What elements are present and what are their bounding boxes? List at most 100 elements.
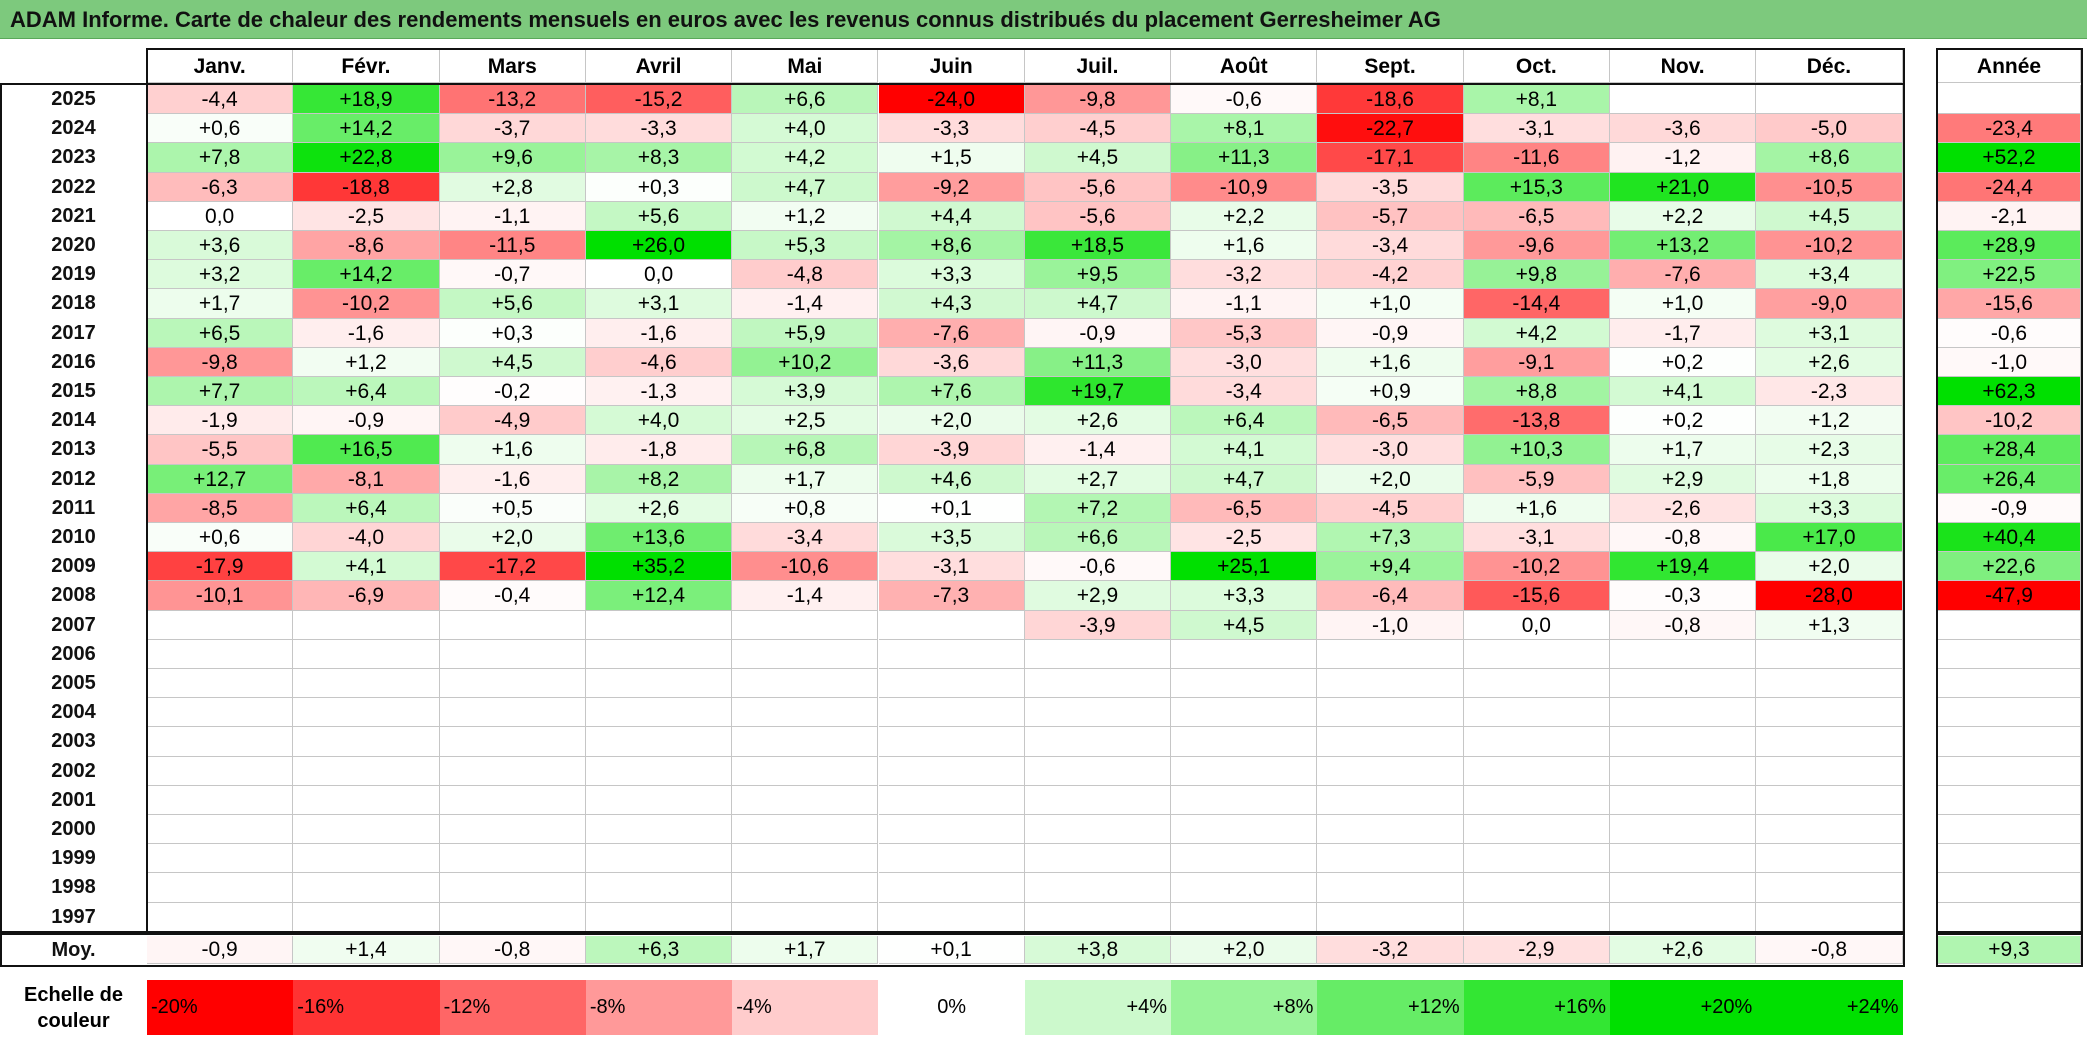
average-label: Moy. <box>51 939 96 961</box>
month-header: Nov. <box>1610 50 1757 83</box>
heatmap-cell <box>732 873 879 903</box>
heatmap-cell <box>1610 756 1757 786</box>
heatmap-cell <box>1610 727 1757 757</box>
heatmap-cell <box>439 756 586 786</box>
year-column-header: Année <box>1938 50 2081 83</box>
heatmap-cell: -24,0 <box>878 85 1025 115</box>
heatmap-cell <box>1171 639 1318 669</box>
annual-cell <box>1938 785 2081 815</box>
heatmap-cell: -15,6 <box>1463 581 1610 611</box>
color-scale-swatch: +4% <box>1024 980 1172 1035</box>
color-scale-swatch: -4% <box>732 980 879 1035</box>
average-annual-cell: +9,3 <box>1938 936 2081 964</box>
month-header: Mars <box>439 50 586 83</box>
heatmap-cell: -3,9 <box>878 435 1025 465</box>
heatmap-cell: +6,4 <box>293 493 440 523</box>
heatmap-cell: +10,2 <box>732 347 879 377</box>
heatmap-cell: -1,0 <box>1317 610 1464 640</box>
heatmap-cell: +2,0 <box>1317 464 1464 494</box>
heatmap-cell: +4,1 <box>1610 377 1757 407</box>
heatmap-cell <box>585 669 733 699</box>
annual-cell: -23,4 <box>1938 114 2081 144</box>
heatmap-cell <box>585 639 733 669</box>
heatmap-cell <box>732 815 879 845</box>
year-label: 2006 <box>51 642 96 665</box>
heatmap-cell: +1,3 <box>1756 610 1903 640</box>
heatmap-cell <box>147 785 294 815</box>
heatmap-cell <box>147 639 294 669</box>
heatmap-cell: -1,6 <box>293 318 440 348</box>
heatmap-cell <box>1610 698 1757 728</box>
heatmap-cell <box>1610 902 1757 932</box>
heatmap-cell: -7,6 <box>878 318 1025 348</box>
heatmap-cell: -1,4 <box>732 581 879 611</box>
month-header: Sept. <box>1317 50 1464 83</box>
heatmap-cell: -3,1 <box>1463 114 1610 144</box>
year-label: 2014 <box>51 409 96 432</box>
heatmap-cell <box>1756 756 1903 786</box>
annual-cell: +40,4 <box>1938 523 2081 553</box>
heatmap-cell: +0,6 <box>147 523 294 553</box>
heatmap-cell <box>147 669 294 699</box>
annual-cell <box>1938 873 2081 903</box>
heatmap-cell: -4,2 <box>1317 260 1464 290</box>
heatmap-cell <box>293 610 440 640</box>
heatmap-cell: +3,9 <box>732 377 879 407</box>
heatmap-cell: +4,4 <box>878 201 1025 231</box>
heatmap-cell: +4,5 <box>439 347 586 377</box>
average-cell: +2,0 <box>1171 936 1318 964</box>
heatmap-cell: -5,5 <box>147 435 294 465</box>
heatmap-cell: +9,4 <box>1317 552 1464 582</box>
heatmap-cell: +0,3 <box>585 172 733 202</box>
heatmap-cell: +3,2 <box>147 260 294 290</box>
year-label: 2016 <box>51 350 96 373</box>
heatmap-cell: 0,0 <box>147 201 294 231</box>
color-scale-swatch: 0% <box>878 980 1025 1035</box>
heatmap-cell <box>1317 902 1464 932</box>
year-label: 2020 <box>51 234 96 256</box>
heatmap-cell <box>1024 698 1172 728</box>
heatmap-cell <box>1610 85 1757 115</box>
annual-cell <box>1938 756 2081 786</box>
heatmap-cell: +12,4 <box>585 581 733 611</box>
heatmap-cell <box>1317 815 1464 845</box>
heatmap-cell <box>147 873 294 903</box>
heatmap-cell <box>147 815 294 845</box>
heatmap-cell: +4,5 <box>1171 610 1318 640</box>
annual-cell: -24,4 <box>1938 172 2081 202</box>
heatmap-cell: +25,1 <box>1171 552 1318 582</box>
heatmap-cell: -0,6 <box>1024 552 1172 582</box>
heatmap-cell <box>293 698 440 728</box>
heatmap-cell: +4,2 <box>732 143 879 173</box>
heatmap-cell <box>732 698 879 728</box>
heatmap-cell <box>878 669 1025 699</box>
heatmap-cell: -10,5 <box>1756 172 1903 202</box>
heatmap-cell: +3,3 <box>1171 581 1318 611</box>
heatmap-cell: +4,5 <box>1756 201 1903 231</box>
heatmap-cell: -3,1 <box>1463 523 1610 553</box>
annual-cell <box>1938 698 2081 728</box>
heatmap-cell <box>732 756 879 786</box>
heatmap-cell <box>585 756 733 786</box>
chart-title: ADAM Informe. Carte de chaleur des rende… <box>10 7 1441 32</box>
average-cell: -3,2 <box>1317 936 1464 964</box>
heatmap-cell: +9,5 <box>1024 260 1172 290</box>
heatmap-cell <box>1317 785 1464 815</box>
heatmap-cell: +3,5 <box>878 523 1025 553</box>
heatmap-cell: +3,6 <box>147 231 294 261</box>
year-label: 2012 <box>51 467 96 490</box>
heatmap-cell: -8,1 <box>293 464 440 494</box>
annual-cell <box>1938 902 2081 932</box>
heatmap-cell <box>585 610 733 640</box>
heatmap-cell: +7,3 <box>1317 523 1464 553</box>
heatmap-cell: +4,0 <box>732 114 879 144</box>
heatmap-cell <box>1756 815 1903 845</box>
annual-cell: -10,2 <box>1938 406 2081 436</box>
heatmap-cell: +0,1 <box>878 493 1025 523</box>
annual-cell: +52,2 <box>1938 143 2081 173</box>
average-cell: -0,8 <box>439 936 586 964</box>
heatmap-cell <box>585 902 733 932</box>
heatmap-cell <box>1610 639 1757 669</box>
heatmap-cell: +8,6 <box>1756 143 1903 173</box>
heatmap-cell: -6,3 <box>147 172 294 202</box>
